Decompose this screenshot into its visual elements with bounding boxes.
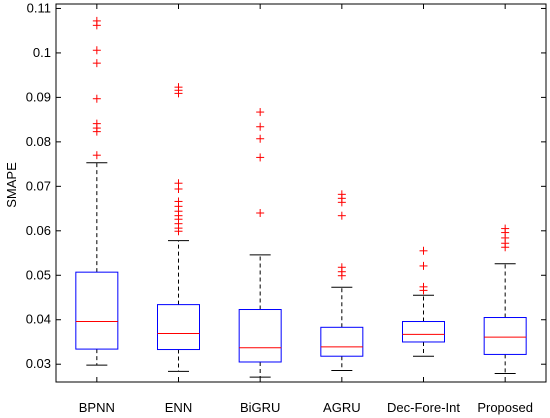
x-tick-label: Dec-Fore-Int bbox=[387, 400, 460, 415]
iqr-box bbox=[320, 326, 364, 357]
x-tick-label: BPNN bbox=[79, 400, 115, 415]
outlier-marker bbox=[419, 261, 428, 270]
outlier-marker bbox=[92, 46, 101, 55]
outlier-marker bbox=[92, 59, 101, 68]
iqr-box bbox=[402, 321, 445, 343]
iqr-box bbox=[157, 304, 200, 351]
x-tick-label: ENN bbox=[165, 400, 192, 415]
outlier-marker bbox=[256, 122, 265, 131]
outlier-marker bbox=[174, 89, 183, 98]
outlier-marker bbox=[256, 153, 265, 162]
y-axis-label: SMAPE bbox=[4, 162, 19, 208]
outlier-marker bbox=[256, 209, 265, 218]
axes-frame bbox=[55, 3, 547, 383]
outlier-marker bbox=[337, 271, 346, 280]
y-tick-label: 0.11 bbox=[27, 0, 51, 15]
x-tick-label: Proposed bbox=[477, 400, 533, 415]
y-tick-label: 0.03 bbox=[26, 356, 51, 371]
outlier-marker bbox=[256, 108, 265, 117]
y-tick-label: 0.07 bbox=[26, 178, 51, 193]
outlier-marker bbox=[501, 243, 510, 252]
iqr-box bbox=[75, 271, 119, 350]
outlier-marker bbox=[92, 21, 101, 30]
y-tick-label: 0.08 bbox=[26, 134, 51, 149]
outlier-marker bbox=[92, 127, 101, 136]
y-tick-label: 0.09 bbox=[26, 89, 51, 104]
iqr-box bbox=[238, 309, 282, 363]
x-tick-label: AGRU bbox=[323, 400, 361, 415]
y-tick-label: 0.06 bbox=[26, 223, 51, 238]
outlier-marker bbox=[337, 211, 346, 220]
outlier-marker bbox=[174, 184, 183, 193]
outlier-marker bbox=[92, 151, 101, 160]
outlier-marker bbox=[174, 227, 183, 236]
outlier-marker bbox=[419, 286, 428, 295]
outlier-marker bbox=[256, 134, 265, 143]
outlier-marker bbox=[419, 246, 428, 255]
iqr-box bbox=[483, 317, 527, 355]
plot-area: 0.03 0.04 0.05 0.06 0.07 0.08 0.09 0.1 0.11 BPNN E… bbox=[26, 0, 547, 415]
y-tick-label: 0.1 bbox=[33, 45, 51, 60]
outlier-marker bbox=[92, 94, 101, 103]
y-tick-label: 0.05 bbox=[26, 267, 51, 282]
outlier-marker bbox=[337, 198, 346, 207]
y-tick-label: 0.04 bbox=[26, 312, 51, 327]
x-tick-label: BiGRU bbox=[240, 400, 280, 415]
